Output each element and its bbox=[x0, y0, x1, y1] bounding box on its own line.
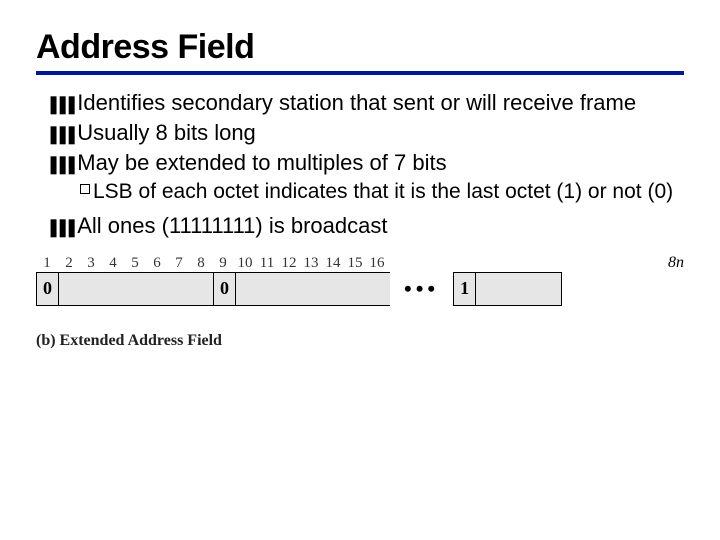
address-bits bbox=[476, 273, 561, 305]
bit-label: 13 bbox=[300, 255, 322, 272]
bullet-text: May be extended to multiples of 7 bits bbox=[77, 149, 684, 177]
ellipsis: ••• bbox=[390, 272, 453, 306]
octet-continuation: 0 bbox=[36, 272, 213, 306]
bit-label: 9 bbox=[212, 255, 234, 272]
bullet-icon: ❚❚❚ bbox=[46, 153, 73, 176]
list-subitem: LSB of each octet indicates that it is t… bbox=[80, 179, 684, 205]
list-item: ❚❚❚ May be extended to multiples of 7 bi… bbox=[46, 149, 684, 177]
bit-label: 8 bbox=[190, 255, 212, 272]
bit-label: 14 bbox=[322, 255, 344, 272]
bit-label: 12 bbox=[278, 255, 300, 272]
title-underline bbox=[36, 71, 684, 75]
bit-label: 2 bbox=[58, 255, 80, 272]
octet-continuation: 0 bbox=[213, 272, 390, 306]
bit-label: 11 bbox=[256, 255, 278, 272]
lsb-cell: 0 bbox=[214, 273, 236, 305]
bullet-list: ❚❚❚ Identifies secondary station that se… bbox=[36, 89, 684, 240]
sub-bullet-icon bbox=[80, 184, 90, 194]
bullet-text: LSB of each octet indicates that it is t… bbox=[93, 179, 684, 205]
bit-label: 6 bbox=[146, 255, 168, 272]
bullet-text: All ones (11111111) is broadcast bbox=[77, 212, 684, 240]
octet-terminal: 1 bbox=[453, 272, 562, 306]
bit-label: 1 bbox=[36, 255, 58, 272]
bit-labels-octet-1: 1 2 3 4 5 6 7 8 bbox=[36, 255, 212, 272]
bit-label: 3 bbox=[80, 255, 102, 272]
diagram-caption: (b) Extended Address Field bbox=[36, 332, 684, 350]
address-bits bbox=[236, 273, 390, 305]
address-bits bbox=[59, 273, 213, 305]
right-end-label: 8n bbox=[668, 254, 684, 272]
bullet-icon: ❚❚❚ bbox=[46, 216, 73, 239]
octet-row: 0 0 ••• 1 bbox=[36, 272, 684, 306]
bullet-text: Usually 8 bits long bbox=[77, 119, 684, 147]
bit-label: 10 bbox=[234, 255, 256, 272]
bullet-icon: ❚❚❚ bbox=[46, 93, 73, 116]
bit-label: 4 bbox=[102, 255, 124, 272]
list-item: ❚❚❚ Usually 8 bits long bbox=[46, 119, 684, 147]
bit-label: 5 bbox=[124, 255, 146, 272]
lsb-cell: 0 bbox=[37, 273, 59, 305]
list-item: ❚❚❚ Identifies secondary station that se… bbox=[46, 89, 684, 117]
lsb-cell: 1 bbox=[454, 273, 476, 305]
bit-label: 15 bbox=[344, 255, 366, 272]
bit-labels-octet-2: 9 10 11 12 13 14 15 16 bbox=[212, 255, 388, 272]
bullet-text: Identifies secondary station that sent o… bbox=[77, 89, 684, 117]
address-field-diagram: 1 2 3 4 5 6 7 8 9 10 11 12 13 14 15 bbox=[36, 254, 684, 350]
bit-number-row: 1 2 3 4 5 6 7 8 9 10 11 12 13 14 15 bbox=[36, 254, 684, 272]
bullet-icon: ❚❚❚ bbox=[46, 123, 73, 146]
list-item: ❚❚❚ All ones (11111111) is broadcast bbox=[46, 212, 684, 240]
bit-label: 16 bbox=[366, 255, 388, 272]
bit-label: 7 bbox=[168, 255, 190, 272]
slide-title: Address Field bbox=[36, 28, 684, 67]
